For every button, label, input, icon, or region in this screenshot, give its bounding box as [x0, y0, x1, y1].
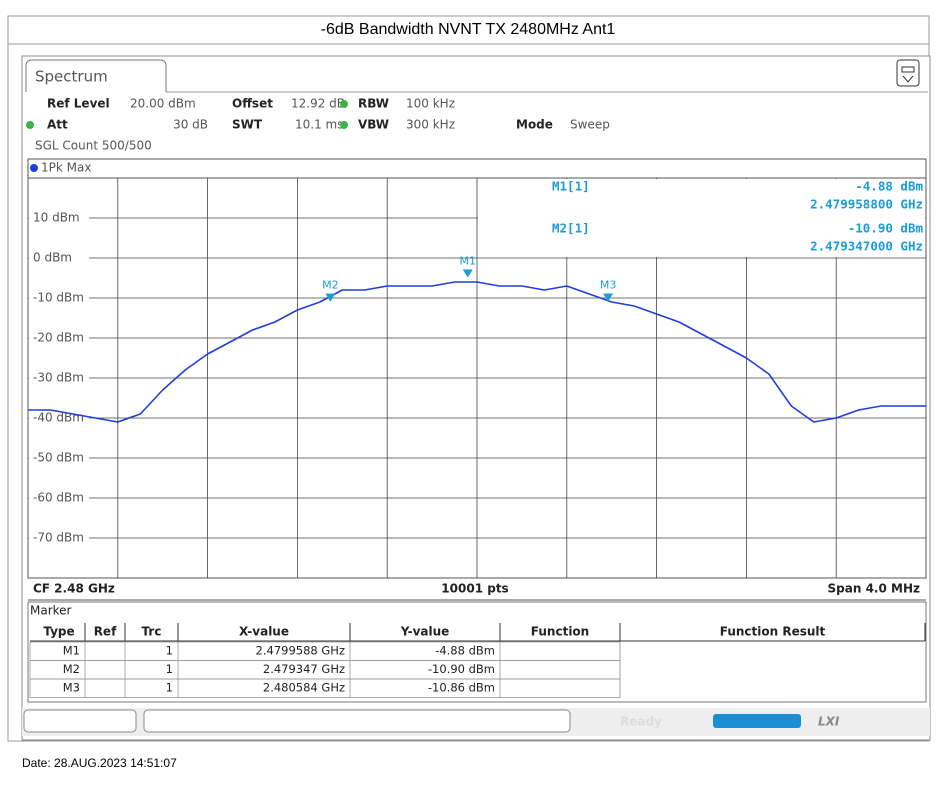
y-tick-label: -20 dBm: [33, 331, 84, 345]
setting-label: SWT: [232, 118, 263, 132]
y-tick-label: -30 dBm: [33, 371, 84, 385]
trace-dot: [30, 164, 38, 172]
setting-label: RBW: [358, 97, 389, 111]
tick-label-bg: [29, 251, 89, 265]
table-cell: 2.479347 GHz: [263, 662, 345, 676]
setting-label: VBW: [358, 118, 389, 132]
tick-label-bg: [29, 491, 89, 505]
sgl-count: SGL Count 500/500: [35, 139, 152, 153]
table-cell: 2.480584 GHz: [263, 681, 345, 695]
y-tick-label: -40 dBm: [33, 411, 84, 425]
table-cell: -4.88 dBm: [435, 644, 495, 658]
column-header: X-value: [239, 625, 289, 639]
table-cell: M1: [63, 644, 80, 658]
readout-y: -10.90 dBm: [848, 221, 924, 236]
table-cell: 1: [166, 662, 173, 676]
table-cell: -10.90 dBm: [428, 662, 495, 676]
status-dot: [340, 121, 348, 129]
readout-x: 2.479347000 GHz: [810, 239, 923, 254]
trace: [28, 281, 926, 423]
status-dot: [340, 100, 348, 108]
tab-label[interactable]: Spectrum: [35, 68, 108, 86]
readout-name: M2[1]: [552, 221, 590, 236]
tick-label-bg: [29, 531, 89, 545]
y-tick-label: -60 dBm: [33, 491, 84, 505]
marker-triangle: [325, 293, 336, 302]
setting-value: 12.92 dB: [291, 97, 345, 111]
setting-label: Mode: [516, 118, 553, 132]
marker-triangle: [462, 269, 473, 278]
marker-triangle: [603, 293, 614, 302]
setting-value: 100 kHz: [406, 97, 455, 111]
tab[interactable]: [25, 59, 167, 92]
setting-label: Ref Level: [47, 97, 110, 111]
marker-readout-bg: [478, 179, 925, 257]
marker-label: M2: [322, 279, 339, 292]
progress-bar: [713, 714, 801, 728]
column-header: Y-value: [400, 625, 450, 639]
setting-label: Offset: [232, 97, 273, 111]
table-cell: 2.4799588 GHz: [256, 644, 345, 658]
lxi-logo: LXI: [818, 715, 840, 729]
table-cell: 1: [166, 681, 173, 695]
setting-value: 300 kHz: [406, 118, 455, 132]
tick-label-bg: [29, 451, 89, 465]
table-cell: -10.86 dBm: [428, 681, 495, 695]
tick-label-bg: [29, 291, 89, 305]
title: -6dB Bandwidth NVNT TX 2480MHz Ant1: [321, 21, 616, 38]
column-header: Function Result: [720, 625, 826, 639]
y-tick-label: -70 dBm: [33, 531, 84, 545]
setting-value: 30 dB: [173, 118, 208, 132]
y-tick-label: -50 dBm: [33, 451, 84, 465]
tick-label-bg: [29, 211, 89, 225]
footer-cf: CF 2.48 GHz: [33, 582, 115, 596]
column-header: Function: [531, 625, 589, 639]
marker-label: M3: [600, 278, 617, 291]
tick-label-bg: [29, 371, 89, 385]
readout-y: -4.88 dBm: [855, 179, 923, 194]
footer-points: 10001 pts: [441, 582, 508, 596]
column-header: Ref: [94, 625, 117, 639]
date: Date: 28.AUG.2023 14:51:07: [22, 756, 177, 770]
setting-value: 10.1 ms: [295, 118, 343, 132]
column-header: Trc: [142, 625, 162, 639]
table-cell: M2: [63, 662, 80, 676]
table-cell: M3: [63, 681, 80, 695]
tick-label-bg: [29, 331, 89, 345]
status-text: Ready: [620, 715, 662, 729]
setting-value: 20.00 dBm: [130, 97, 196, 111]
footer-span: Span 4.0 MHz: [828, 582, 920, 596]
y-tick-label: -10 dBm: [33, 291, 84, 305]
marker-label: M1: [460, 255, 477, 268]
trace-label: 1Pk Max: [41, 161, 91, 175]
y-tick-label: 0 dBm: [33, 251, 72, 265]
setting-value: Sweep: [570, 118, 610, 132]
status-box: [23, 709, 137, 733]
readout-name: M1[1]: [552, 179, 590, 194]
status-dot: [26, 121, 34, 129]
status-box: [143, 709, 571, 733]
menu-icon-glyph: [901, 66, 915, 83]
marker-table-title: Marker: [30, 604, 72, 618]
y-tick-label: 10 dBm: [33, 211, 80, 225]
table-cell: 1: [166, 644, 173, 658]
setting-label: Att: [47, 118, 68, 132]
readout-x: 2.479958800 GHz: [810, 197, 923, 212]
column-header: Type: [43, 625, 74, 639]
